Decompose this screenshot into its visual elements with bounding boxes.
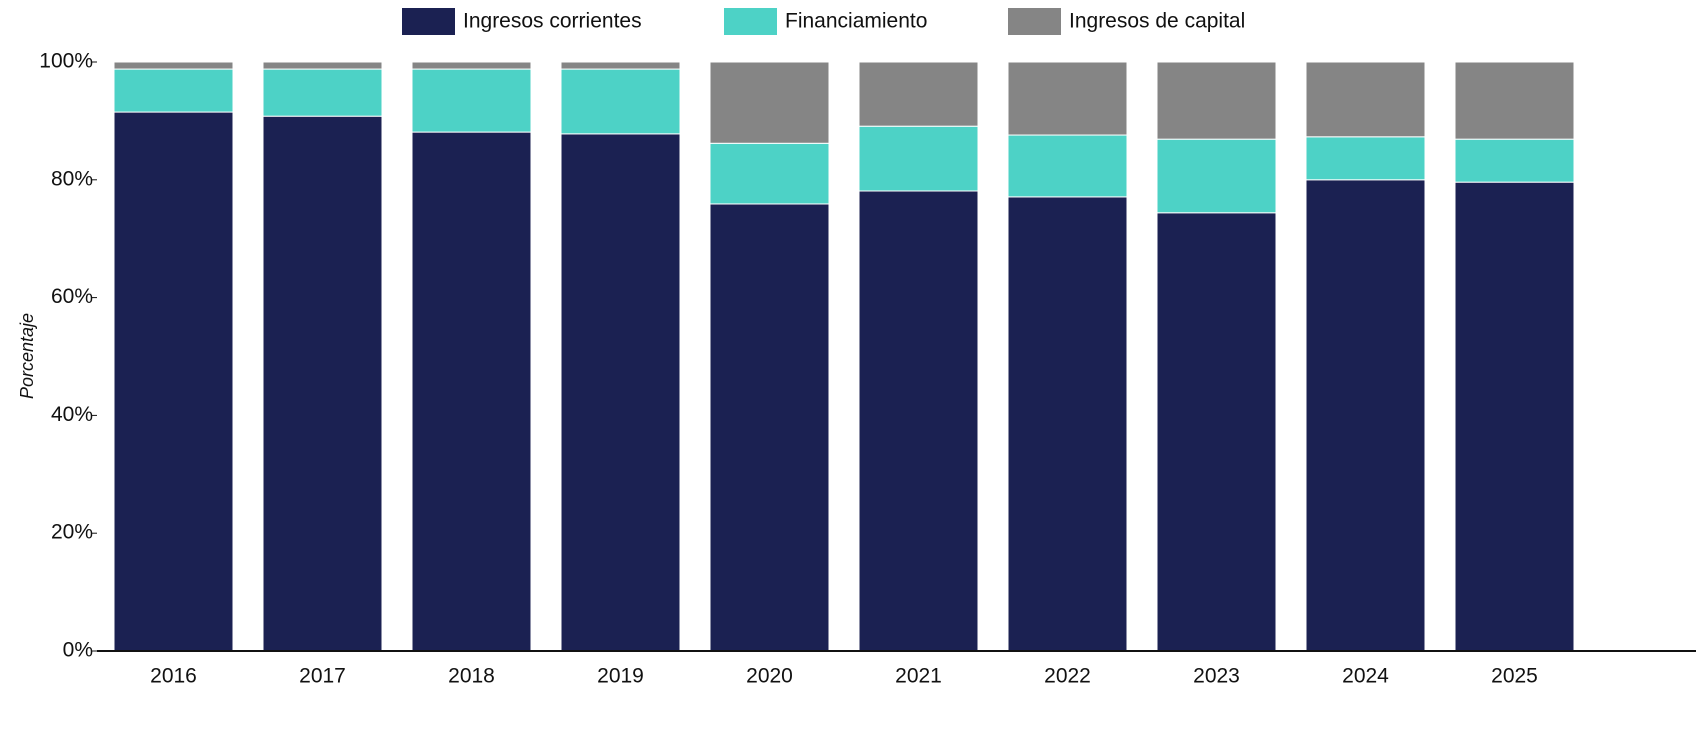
bar-segment xyxy=(560,61,681,70)
bar-segment xyxy=(113,68,234,113)
bar-segment xyxy=(1007,134,1128,198)
x-tick-label: 2020 xyxy=(746,665,793,688)
bar-segment xyxy=(1454,181,1575,652)
x-tick-label: 2018 xyxy=(448,665,495,688)
x-tick-label: 2023 xyxy=(1193,665,1240,688)
bar-segment xyxy=(560,133,681,652)
x-tick-label: 2016 xyxy=(150,665,197,688)
bar-segment xyxy=(262,115,383,652)
bar-segment xyxy=(1156,61,1277,140)
y-tick-label: 100% xyxy=(39,50,93,73)
bar-segment xyxy=(1007,61,1128,136)
legend-label: Ingresos de capital xyxy=(1069,10,1245,33)
bar-segment xyxy=(1305,136,1426,181)
y-tick-label: 80% xyxy=(51,167,93,190)
y-tick-label: 60% xyxy=(51,285,93,308)
x-tick-label: 2017 xyxy=(299,665,346,688)
bar-segment xyxy=(1454,138,1575,183)
x-tick-label: 2022 xyxy=(1044,665,1091,688)
legend-label: Financiamiento xyxy=(785,10,927,33)
bar-segment xyxy=(1454,61,1575,140)
x-tick-label: 2025 xyxy=(1491,665,1538,688)
x-tick-label: 2021 xyxy=(895,665,942,688)
bar-segment xyxy=(411,61,532,70)
bar-segment xyxy=(262,68,383,117)
legend-swatch xyxy=(1008,8,1061,35)
bar-segment xyxy=(709,61,830,144)
bar-segment xyxy=(858,125,979,192)
x-tick-label: 2019 xyxy=(597,665,644,688)
bar-segment xyxy=(1305,61,1426,138)
y-tick-label: 40% xyxy=(51,403,93,426)
bar-segment xyxy=(411,131,532,652)
y-tick-label: 20% xyxy=(51,521,93,544)
bar-segment xyxy=(113,61,234,70)
y-tick-label: 0% xyxy=(63,639,93,662)
bar-segment xyxy=(411,68,532,133)
bar-segment xyxy=(1007,196,1128,652)
bar-segment xyxy=(858,61,979,127)
bar-segment xyxy=(1156,212,1277,652)
bar-segment xyxy=(1305,179,1426,652)
bar-segment xyxy=(858,190,979,652)
bar-segment xyxy=(262,61,383,70)
legend-swatch xyxy=(724,8,777,35)
y-axis-label: Porcentaje xyxy=(17,313,37,399)
legend-swatch xyxy=(402,8,455,35)
legend-label: Ingresos corrientes xyxy=(463,10,642,33)
bar-segment xyxy=(1156,138,1277,214)
bar-segment xyxy=(709,203,830,652)
bar-segment xyxy=(709,142,830,205)
bar-segment xyxy=(113,111,234,652)
x-tick-label: 2024 xyxy=(1342,665,1389,688)
bar-segment xyxy=(560,68,681,135)
